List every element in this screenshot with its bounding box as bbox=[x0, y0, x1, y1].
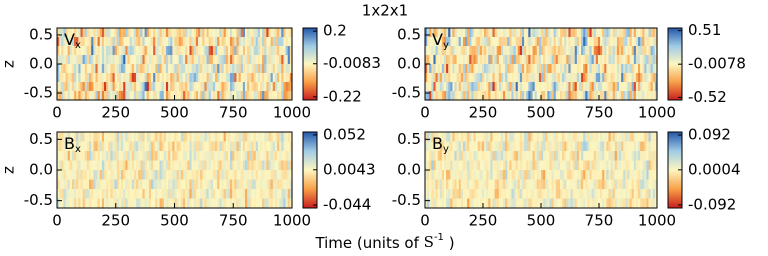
y-tick-label: 0.5 bbox=[397, 130, 421, 148]
colorbar-tick-label: -0.0083 bbox=[323, 54, 381, 72]
figure-title: 1x2x1 bbox=[362, 2, 408, 20]
x-axis-label: Time (units of S-1 ) bbox=[314, 232, 454, 252]
y-tick-label: -0.5 bbox=[24, 191, 53, 209]
colorbar-tick-label: 0.092 bbox=[688, 126, 731, 144]
x-tick-label: 500 bbox=[527, 104, 556, 122]
colorbar-tick-label: 0.0004 bbox=[688, 160, 741, 178]
colorbar-tick-label: -0.092 bbox=[688, 195, 736, 213]
colorbar-tick-label: -0.52 bbox=[688, 88, 727, 106]
colorbar-tick-label: 0.0043 bbox=[323, 160, 376, 178]
y-tick-label: 0.0 bbox=[397, 55, 421, 73]
panel-label-main: V bbox=[432, 30, 443, 49]
y-tick-label: -0.5 bbox=[392, 191, 421, 209]
panel-label-sub: y bbox=[443, 40, 449, 51]
colorbar-tick-label: -0.22 bbox=[323, 87, 362, 105]
x-tick-label: 0 bbox=[420, 212, 430, 230]
x-tick-label: 0 bbox=[52, 104, 62, 122]
y-tick-label: -0.5 bbox=[24, 84, 53, 102]
colorbar-tick-label: 0.052 bbox=[323, 125, 366, 143]
panel-label-sub: y bbox=[443, 144, 449, 155]
x-tick-label: 500 bbox=[160, 212, 189, 230]
x-tick-label: 0 bbox=[420, 104, 430, 122]
x-tick-label: 250 bbox=[469, 104, 498, 122]
colorbar-tick-label: -0.044 bbox=[323, 196, 371, 214]
x-tick-label: 750 bbox=[585, 212, 614, 230]
colorbar-tick-label: -0.0078 bbox=[688, 55, 746, 73]
heatmap-image bbox=[425, 28, 658, 101]
y-axis-label: z bbox=[0, 60, 18, 68]
panel-label-sub: x bbox=[75, 144, 81, 155]
y-tick-label: 0.5 bbox=[29, 130, 53, 148]
x-tick-label: 500 bbox=[160, 104, 189, 122]
x-tick-label: 1000 bbox=[273, 212, 311, 230]
y-axis-label: z bbox=[0, 166, 18, 174]
panel-label-sub: x bbox=[75, 40, 81, 51]
x-tick-label: 1000 bbox=[638, 104, 676, 122]
x-tick-label: 0 bbox=[52, 212, 62, 230]
y-tick-label: 0.0 bbox=[397, 161, 421, 179]
x-tick-label: 750 bbox=[219, 212, 248, 230]
x-tick-label: 750 bbox=[585, 104, 614, 122]
y-tick-label: 0.0 bbox=[29, 161, 53, 179]
heatmap-image bbox=[425, 132, 658, 209]
heatmap-image bbox=[57, 28, 293, 101]
y-tick-label: 0.0 bbox=[29, 55, 53, 73]
x-tick-label: 250 bbox=[469, 212, 498, 230]
colorbar-tick-label: 0.2 bbox=[323, 22, 347, 40]
x-tick-label: 500 bbox=[527, 212, 556, 230]
x-tick-label: 250 bbox=[101, 104, 130, 122]
y-tick-label: -0.5 bbox=[392, 84, 421, 102]
x-tick-label: 750 bbox=[219, 104, 248, 122]
panel-label-main: B bbox=[432, 134, 443, 153]
heatmap-image bbox=[57, 132, 293, 209]
y-tick-label: 0.5 bbox=[397, 25, 421, 43]
colorbar-tick-label: 0.51 bbox=[688, 21, 721, 39]
x-tick-label: 1000 bbox=[638, 212, 676, 230]
panel-label-main: B bbox=[64, 134, 75, 153]
x-tick-label: 250 bbox=[101, 212, 130, 230]
panel-label-main: V bbox=[64, 30, 75, 49]
x-tick-label: 1000 bbox=[273, 104, 311, 122]
y-tick-label: 0.5 bbox=[29, 25, 53, 43]
